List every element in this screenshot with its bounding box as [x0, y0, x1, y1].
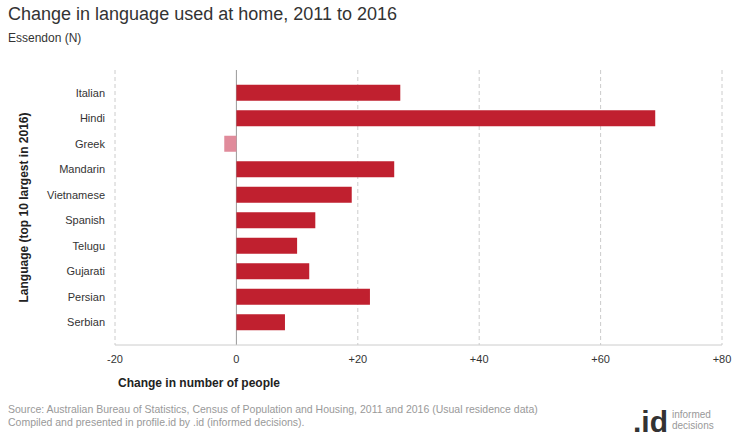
tick-label: +20 [348, 353, 367, 365]
tick-label: +40 [470, 353, 489, 365]
bar [236, 110, 655, 126]
bars [224, 85, 655, 331]
title: Change in language used at home, 2011 to… [8, 4, 397, 24]
category-label: Telugu [73, 240, 105, 252]
logo-word: informed [672, 409, 711, 420]
grid-line [722, 70, 723, 345]
logo: .id [633, 405, 668, 438]
source: Compiled and presented in profile.id by … [8, 416, 305, 428]
category-label: Mandarin [59, 163, 105, 175]
category-label: Vietnamese [47, 189, 105, 201]
y-axis-title: Language (top 10 largest in 2016) [17, 112, 31, 302]
bar [236, 314, 285, 330]
x-axis-title: Change in number of people [118, 376, 280, 390]
category-label: Greek [75, 138, 105, 150]
category-label: Italian [76, 87, 105, 99]
category-label: Gujarati [66, 265, 105, 277]
grid-line [115, 70, 116, 345]
logo-word: decisions [672, 420, 714, 431]
subtitle: Essendon (N) [8, 31, 81, 45]
logo-text: informeddecisions [672, 409, 714, 431]
category-label: Hindi [80, 112, 105, 124]
bar [236, 289, 370, 305]
bar [236, 238, 297, 254]
category-label: Persian [68, 291, 105, 303]
category-label: Serbian [67, 316, 105, 328]
bar [236, 161, 394, 177]
source: Source: Australian Bureau of Statistics,… [8, 403, 538, 415]
tick-label: +80 [713, 353, 732, 365]
tick-label: -20 [107, 353, 123, 365]
tick-label: +60 [591, 353, 610, 365]
bar [236, 85, 400, 101]
category-label: Spanish [65, 214, 105, 226]
bar [236, 212, 315, 228]
bar [236, 263, 309, 279]
bar [236, 187, 351, 203]
tick-label: 0 [233, 353, 239, 365]
chart: Change in language used at home, 2011 to… [0, 0, 740, 440]
bar [224, 136, 236, 152]
x-axis [115, 345, 722, 346]
